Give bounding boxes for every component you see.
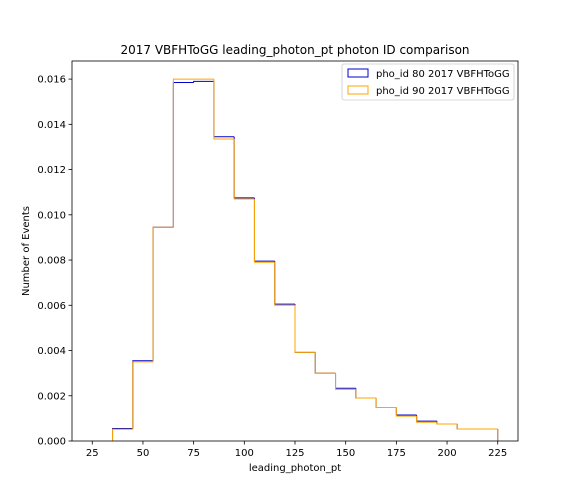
y-tick-label: 0.002 (37, 391, 66, 402)
bin-1-2 (132, 361, 154, 430)
bin-1-1 (112, 428, 133, 441)
x-axis-ticks: 25 50 75 100 125 150 175 200 225 (86, 441, 507, 459)
x-tick-label: 150 (336, 448, 355, 459)
x-tick-label: 75 (187, 448, 200, 459)
bin-1-7 (233, 139, 255, 200)
y-axis-label: Number of Events (21, 206, 32, 296)
x-tick-label: 50 (137, 448, 150, 459)
bin-1-9 (274, 262, 295, 306)
bin-1-15 (395, 407, 417, 417)
bin-1-10 (294, 305, 316, 353)
bin-0-5 (193, 80, 214, 83)
legend-swatch-pho-id-80 (347, 68, 369, 78)
series-pho-id-90-2017-vbfhtogg (112, 78, 499, 441)
bin-1-4 (172, 78, 194, 228)
y-axis-ticks: 0.000 0.002 0.004 0.006 0.008 0.010 0.012 0.014… (37, 75, 72, 448)
bin-1-14 (375, 398, 397, 409)
y-tick-label: 0.008 (37, 256, 66, 267)
y-tick-label: 0.010 (37, 210, 66, 221)
x-axis-label: leading_photon_pt (249, 463, 341, 474)
x-tick-label: 175 (387, 448, 406, 459)
y-tick-label: 0.000 (37, 437, 66, 448)
x-tick-label: 200 (437, 448, 456, 459)
y-tick-label: 0.006 (37, 301, 66, 312)
bin-1-8 (253, 198, 275, 263)
bin-1-3 (152, 226, 174, 362)
bin-1-17 (436, 422, 458, 425)
y-tick-label: 0.004 (37, 346, 66, 357)
chart-title: 2017 VBFHToGG leading_photon_pt photon I… (120, 43, 469, 57)
y-tick-label: 0.012 (37, 165, 66, 176)
bin-1-18 (456, 424, 478, 430)
x-tick-label: 100 (235, 448, 254, 459)
bin-1-13 (355, 389, 377, 399)
y-tick-label: 0.016 (37, 75, 66, 86)
x-tick-label: 25 (86, 448, 99, 459)
bin-1-16 (416, 416, 437, 423)
bin-1-11 (314, 352, 336, 374)
legend-label-pho-id-90: pho_id 90 2017 VBFHToGG (376, 86, 510, 97)
x-tick-label: 125 (285, 448, 304, 459)
legend-label-pho-id-80: pho_id 80 2017 VBFHToGG (376, 69, 510, 80)
legend: pho_id 80 2017 VBFHToGG pho_id 90 2017 V… (341, 63, 515, 101)
series-layer (112, 78, 499, 441)
x-tick-label: 225 (488, 448, 507, 459)
bin-1-12 (335, 373, 356, 390)
y-tick-label: 0.014 (37, 120, 66, 131)
bin-1-6 (213, 79, 235, 140)
legend-swatch-pho-id-90 (347, 85, 369, 95)
legend-box (341, 63, 515, 101)
